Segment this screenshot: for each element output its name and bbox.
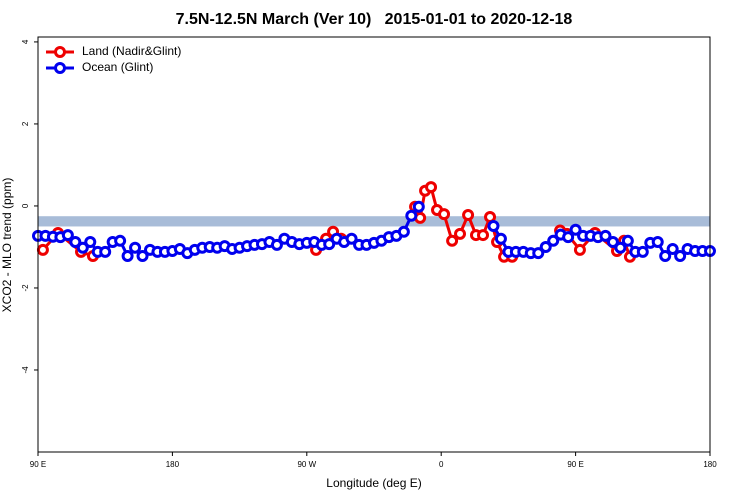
- y-tick-label: -4: [21, 366, 30, 374]
- data-point: [636, 245, 649, 258]
- data-point: [606, 236, 619, 249]
- data-point: [36, 243, 49, 256]
- data-point: [562, 231, 575, 244]
- x-tick-label: 90 E: [30, 460, 46, 469]
- data-point: [494, 232, 507, 245]
- data-point: [487, 220, 500, 233]
- data-point: [614, 241, 627, 254]
- data-point: [446, 234, 459, 247]
- x-tick-label: 90 W: [297, 460, 316, 469]
- data-point: [569, 223, 582, 236]
- data-point: [425, 181, 438, 194]
- data-point: [323, 238, 336, 251]
- x-tick-label: 90 E: [567, 460, 583, 469]
- x-tick-label: 0: [439, 460, 444, 469]
- data-point: [136, 249, 149, 262]
- legend-marker: [54, 46, 66, 58]
- data-point: [84, 236, 97, 249]
- plot-area: [32, 181, 716, 263]
- data-point: [477, 229, 490, 242]
- data-point: [438, 208, 451, 221]
- legend-marker: [54, 62, 66, 74]
- data-point: [405, 209, 418, 222]
- data-point: [666, 243, 679, 256]
- data-point: [61, 229, 74, 242]
- data-point: [412, 200, 425, 213]
- data-point: [674, 249, 687, 262]
- y-tick-label: -2: [21, 284, 30, 292]
- reference-band: [38, 216, 710, 227]
- chart-title: 7.5N-12.5N March (Ver 10) 2015-01-01 to …: [176, 11, 573, 28]
- data-point: [621, 234, 634, 247]
- data-point: [76, 241, 89, 254]
- data-point: [397, 225, 410, 238]
- data-point: [129, 241, 142, 254]
- data-point: [599, 229, 612, 242]
- data-point: [121, 249, 134, 262]
- y-axis-label: XCO2 - MLO trend (ppm): [0, 178, 14, 313]
- data-point: [532, 247, 545, 260]
- data-point: [539, 240, 552, 253]
- data-point: [99, 245, 112, 258]
- x-tick-label: 180: [703, 460, 717, 469]
- data-point: [651, 236, 664, 249]
- legend-label: Ocean (Glint): [82, 60, 153, 74]
- y-tick-label: 2: [21, 121, 30, 126]
- data-point: [69, 236, 82, 249]
- y-tick-label: 4: [21, 39, 30, 44]
- y-tick-label: 0: [21, 203, 30, 208]
- data-point: [270, 238, 283, 251]
- data-point: [659, 249, 672, 262]
- data-point: [547, 234, 560, 247]
- data-point: [573, 243, 586, 256]
- data-point: [462, 208, 475, 221]
- x-axis-label: Longitude (deg E): [326, 476, 421, 490]
- legend-label: Land (Nadir&Glint): [82, 44, 181, 58]
- x-tick-label: 180: [166, 460, 180, 469]
- data-point: [454, 227, 467, 240]
- data-point: [114, 234, 127, 247]
- plot-frame: [37, 36, 711, 453]
- data-point: [345, 232, 358, 245]
